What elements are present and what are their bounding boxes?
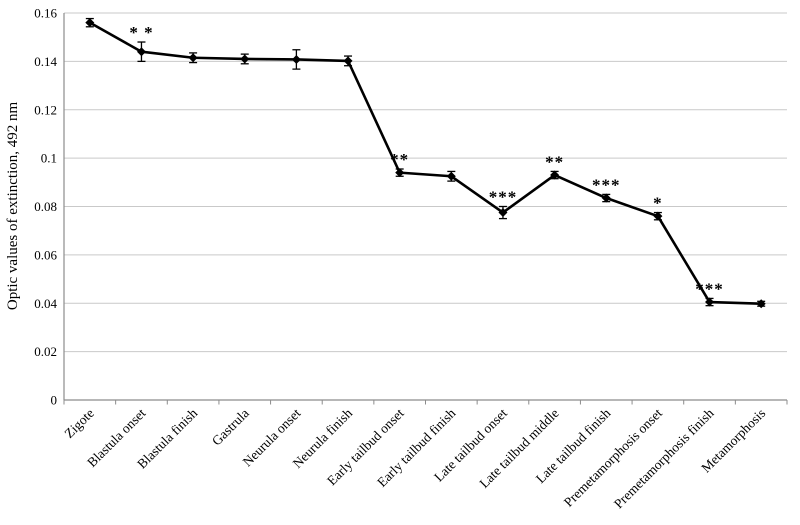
y-tick-label: 0.02: [34, 344, 57, 359]
data-series-layer: * ***************: [85, 17, 766, 309]
y-tick-label: 0.08: [34, 199, 57, 214]
axes-layer: [63, 13, 788, 405]
data-point-marker: [343, 56, 353, 66]
significance-asterisks: ***: [592, 175, 621, 194]
data-point-marker: [653, 211, 663, 221]
x-tick-label: Premetamorphosis finish: [611, 405, 717, 511]
data-point-marker: [136, 47, 146, 57]
significance-asterisks: **: [390, 150, 409, 169]
significance-asterisks: ***: [695, 279, 724, 298]
x-tick-label: Premetamorphosis onset: [561, 405, 665, 509]
x-tick-label: Zigote: [61, 406, 97, 442]
significance-asterisks: ***: [489, 188, 518, 207]
data-line: [89, 21, 762, 306]
y-tick-label: 0: [51, 393, 58, 408]
data-point-marker: [601, 193, 611, 203]
data-point-marker: [756, 299, 766, 309]
data-point-marker: [446, 171, 456, 181]
y-tick-label: 0.16: [34, 6, 57, 21]
data-point-marker: [188, 53, 198, 63]
y-axis-label: Optic values of extinction, 492 nm: [5, 102, 21, 311]
data-point-marker: [240, 54, 250, 64]
y-tick-label: 0.1: [41, 151, 57, 166]
data-point-marker: [85, 18, 95, 28]
data-point-marker: [498, 208, 508, 218]
data-point-marker: [395, 168, 405, 178]
significance-asterisks: * *: [129, 23, 153, 42]
y-tick-label: 0.14: [34, 54, 57, 69]
significance-asterisks: *: [653, 194, 663, 213]
tick-labels-layer: 00.020.040.060.080.10.120.140.16ZigoteBl…: [34, 6, 768, 512]
gridlines-layer: [64, 12, 787, 353]
data-point-marker: [291, 54, 301, 64]
x-tick-label: Gastrula: [209, 406, 252, 449]
data-point-marker: [705, 297, 715, 307]
y-tick-label: 0.12: [34, 102, 57, 117]
data-point-marker: [550, 170, 560, 180]
y-tick-label: 0.06: [34, 247, 57, 262]
significance-asterisks: **: [545, 152, 564, 171]
y-tick-label: 0.04: [34, 296, 57, 311]
